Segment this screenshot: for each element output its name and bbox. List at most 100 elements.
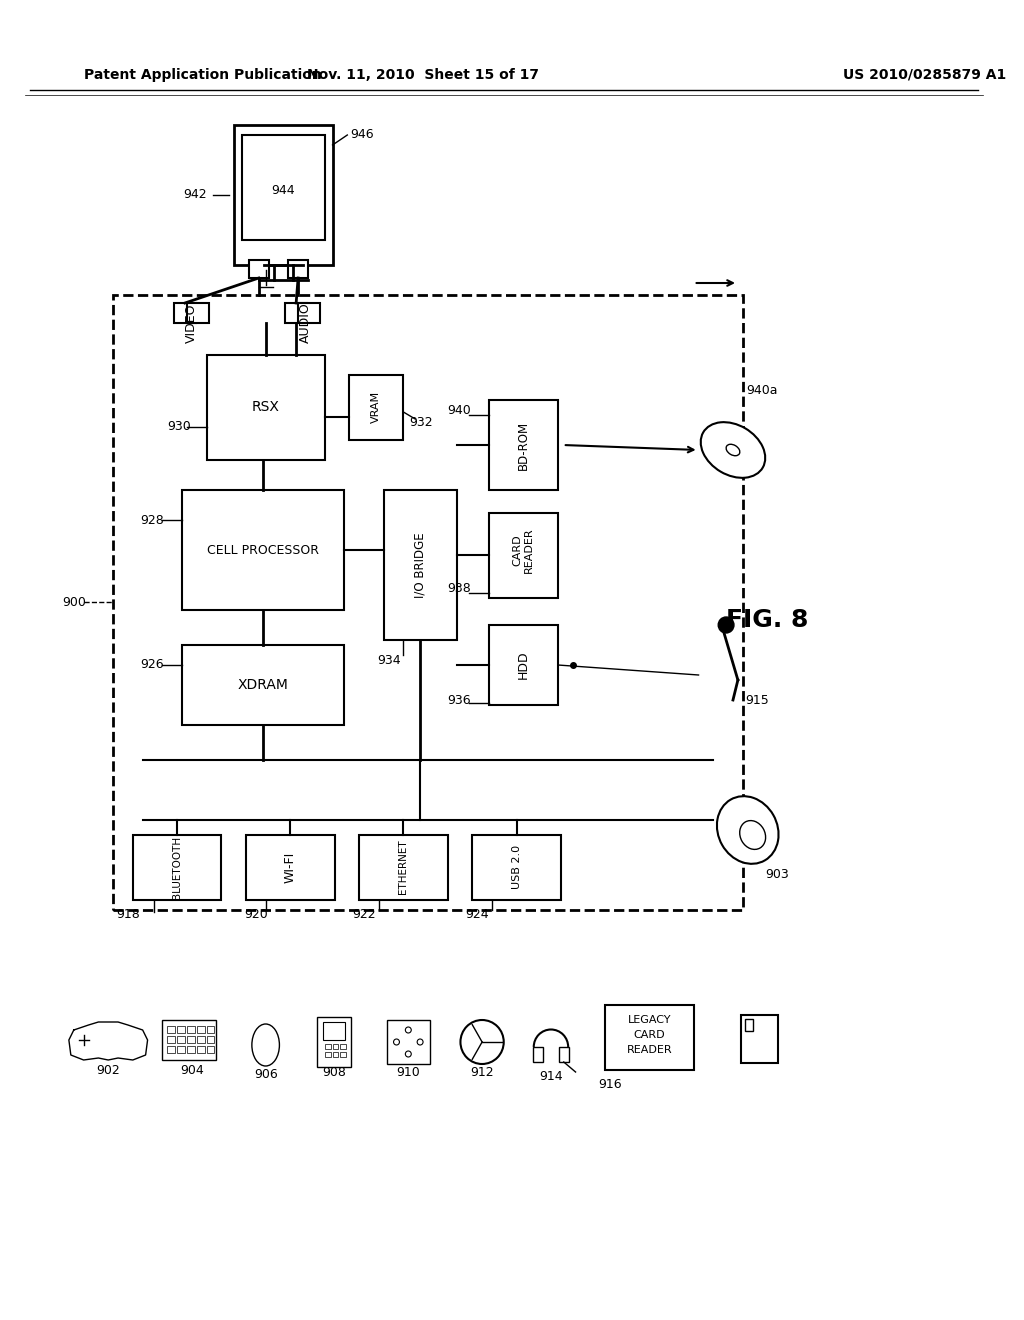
Text: 924: 924 (465, 908, 489, 921)
FancyBboxPatch shape (197, 1026, 205, 1034)
FancyBboxPatch shape (187, 1036, 195, 1043)
Text: 902: 902 (96, 1064, 120, 1077)
FancyBboxPatch shape (133, 836, 221, 900)
Text: 938: 938 (447, 582, 471, 594)
FancyBboxPatch shape (289, 260, 308, 279)
Text: 915: 915 (745, 693, 769, 706)
Text: VIDEO: VIDEO (185, 304, 199, 343)
Text: AUDIO: AUDIO (299, 302, 311, 343)
FancyBboxPatch shape (323, 1022, 345, 1040)
FancyBboxPatch shape (207, 1026, 214, 1034)
Text: 926: 926 (140, 659, 164, 672)
Text: CELL PROCESSOR: CELL PROCESSOR (207, 544, 318, 557)
Text: BLUETOOTH: BLUETOOTH (172, 836, 182, 899)
Text: 934: 934 (377, 653, 400, 667)
FancyBboxPatch shape (207, 355, 325, 459)
FancyBboxPatch shape (182, 490, 344, 610)
FancyBboxPatch shape (359, 836, 447, 900)
Text: 903: 903 (765, 869, 790, 882)
FancyBboxPatch shape (349, 375, 403, 440)
Ellipse shape (717, 796, 778, 863)
FancyBboxPatch shape (559, 1047, 568, 1063)
FancyBboxPatch shape (387, 1020, 430, 1064)
FancyBboxPatch shape (605, 1005, 693, 1071)
FancyBboxPatch shape (534, 1047, 543, 1063)
Text: WI-FI: WI-FI (284, 851, 297, 883)
Text: 936: 936 (447, 693, 471, 706)
FancyBboxPatch shape (187, 1045, 195, 1053)
Ellipse shape (700, 422, 765, 478)
FancyBboxPatch shape (325, 1044, 331, 1049)
Text: READER: READER (627, 1045, 672, 1055)
Text: 908: 908 (323, 1065, 346, 1078)
Text: VRAM: VRAM (371, 391, 381, 424)
FancyBboxPatch shape (187, 304, 209, 323)
FancyBboxPatch shape (182, 645, 344, 725)
FancyBboxPatch shape (333, 1044, 339, 1049)
Text: HDD: HDD (517, 651, 529, 680)
Text: ETHERNET: ETHERNET (398, 840, 409, 895)
Text: 900: 900 (61, 595, 86, 609)
Text: USB 2.0: USB 2.0 (512, 845, 521, 890)
FancyBboxPatch shape (177, 1026, 185, 1034)
Text: Nov. 11, 2010  Sheet 15 of 17: Nov. 11, 2010 Sheet 15 of 17 (307, 69, 539, 82)
Text: 940a: 940a (746, 384, 778, 396)
Text: 942: 942 (183, 189, 207, 202)
FancyBboxPatch shape (489, 624, 558, 705)
Text: US 2010/0285879 A1: US 2010/0285879 A1 (843, 69, 1007, 82)
FancyBboxPatch shape (187, 1026, 195, 1034)
Text: CARD: CARD (634, 1030, 666, 1040)
Text: LEGACY: LEGACY (628, 1015, 671, 1026)
Text: 912: 912 (470, 1065, 494, 1078)
Text: 932: 932 (410, 416, 433, 429)
FancyBboxPatch shape (472, 836, 561, 900)
FancyBboxPatch shape (744, 1019, 753, 1031)
FancyBboxPatch shape (163, 1020, 216, 1060)
Text: 910: 910 (396, 1065, 420, 1078)
Text: FIG. 8: FIG. 8 (726, 609, 809, 632)
FancyBboxPatch shape (167, 1045, 175, 1053)
FancyBboxPatch shape (740, 1015, 778, 1063)
FancyBboxPatch shape (197, 1036, 205, 1043)
FancyBboxPatch shape (286, 304, 307, 323)
FancyBboxPatch shape (207, 1036, 214, 1043)
Text: 920: 920 (244, 908, 267, 921)
FancyBboxPatch shape (298, 304, 319, 323)
FancyBboxPatch shape (333, 1052, 339, 1057)
Text: 904: 904 (180, 1064, 204, 1077)
FancyBboxPatch shape (489, 513, 558, 598)
FancyBboxPatch shape (234, 125, 333, 265)
FancyBboxPatch shape (316, 1016, 351, 1067)
FancyBboxPatch shape (167, 1036, 175, 1043)
Text: 928: 928 (140, 513, 165, 527)
FancyBboxPatch shape (340, 1044, 346, 1049)
FancyBboxPatch shape (384, 490, 458, 640)
Text: 944: 944 (271, 183, 295, 197)
Ellipse shape (252, 1024, 280, 1067)
Text: 914: 914 (540, 1071, 563, 1084)
Circle shape (718, 616, 734, 634)
FancyBboxPatch shape (177, 1045, 185, 1053)
Text: CARD
READER: CARD READER (513, 527, 535, 573)
FancyBboxPatch shape (242, 135, 325, 240)
FancyBboxPatch shape (489, 400, 558, 490)
Text: 916: 916 (598, 1078, 622, 1092)
Text: 906: 906 (254, 1068, 278, 1081)
FancyBboxPatch shape (249, 260, 268, 279)
FancyBboxPatch shape (177, 1036, 185, 1043)
Text: BD-ROM: BD-ROM (517, 421, 529, 470)
Text: RSX: RSX (252, 400, 280, 414)
Text: XDRAM: XDRAM (238, 678, 288, 692)
FancyBboxPatch shape (197, 1045, 205, 1053)
FancyBboxPatch shape (325, 1052, 331, 1057)
FancyBboxPatch shape (167, 1026, 175, 1034)
Text: 940: 940 (447, 404, 471, 417)
FancyBboxPatch shape (340, 1052, 346, 1057)
Text: 922: 922 (352, 908, 376, 921)
Ellipse shape (726, 445, 739, 455)
Text: Patent Application Publication: Patent Application Publication (84, 69, 322, 82)
FancyBboxPatch shape (174, 304, 196, 323)
Text: 946: 946 (350, 128, 374, 141)
FancyBboxPatch shape (207, 1045, 214, 1053)
Ellipse shape (739, 821, 766, 849)
